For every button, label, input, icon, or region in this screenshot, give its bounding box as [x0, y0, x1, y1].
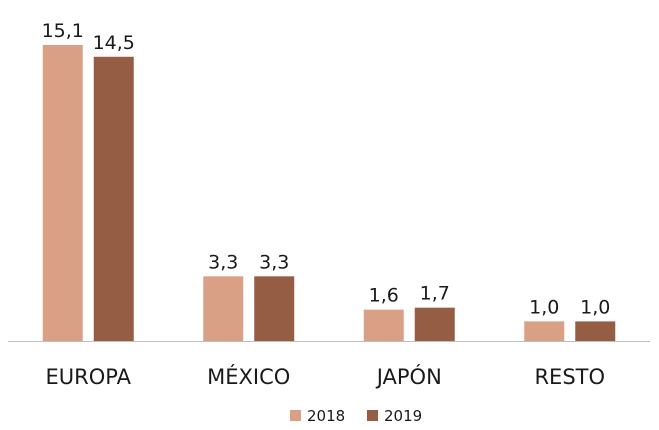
- category-labels-group: EUROPA MÉXICO JAPÓN RESTO: [46, 364, 606, 389]
- data-label-2019-2: 1,7: [420, 283, 450, 305]
- bar-2018-1: [203, 276, 244, 341]
- bar-2018-2: [363, 309, 404, 341]
- bar-2019-0: [93, 56, 134, 341]
- bar-2018-0: [42, 45, 83, 341]
- data-label-2018-2: 1,6: [369, 285, 399, 307]
- value-labels-group: 15,1 14,5 3,3 3,3 1,6 1,7 1,0 1,0: [42, 20, 611, 318]
- legend-label-2018: 2018: [307, 407, 345, 425]
- category-label-2: JAPÓN: [375, 364, 442, 389]
- bar-2018-3: [524, 321, 565, 341]
- category-label-1: MÉXICO: [207, 364, 290, 389]
- bar-2019-1: [254, 276, 295, 341]
- data-label-2018-0: 15,1: [42, 20, 84, 42]
- bar-2019-2: [414, 307, 455, 341]
- bar-2019-3: [575, 321, 616, 341]
- legend-swatch-2019: [367, 410, 378, 421]
- category-label-0: EUROPA: [46, 365, 132, 389]
- data-label-2019-3: 1,0: [580, 296, 610, 318]
- legend-label-2019: 2019: [384, 407, 422, 425]
- data-label-2019-1: 3,3: [259, 251, 289, 273]
- legend: 2018 2019: [290, 407, 422, 425]
- data-label-2018-3: 1,0: [529, 296, 559, 318]
- legend-swatch-2018: [290, 410, 301, 421]
- bars-group: [42, 45, 616, 341]
- data-label-2019-0: 14,5: [93, 32, 135, 54]
- category-label-3: RESTO: [534, 365, 605, 389]
- data-label-2018-1: 3,3: [208, 251, 238, 273]
